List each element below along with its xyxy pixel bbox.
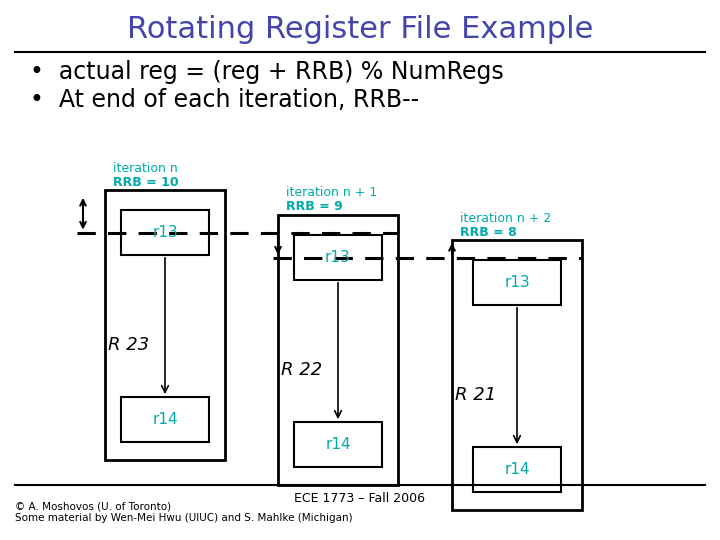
Text: iteration n: iteration n xyxy=(113,161,178,174)
Text: iteration n + 1: iteration n + 1 xyxy=(286,186,377,199)
Text: •  actual reg = (reg + RRB) % NumRegs: • actual reg = (reg + RRB) % NumRegs xyxy=(30,60,504,84)
Text: Rotating Register File Example: Rotating Register File Example xyxy=(127,16,593,44)
Bar xyxy=(294,235,382,280)
Text: •  At end of each iteration, RRB--: • At end of each iteration, RRB-- xyxy=(30,88,419,112)
Text: © A. Moshovos (U. of Toronto)
Some material by Wen-Mei Hwu (UIUC) and S. Mahlke : © A. Moshovos (U. of Toronto) Some mater… xyxy=(15,501,353,523)
Bar xyxy=(452,240,582,510)
Text: R 23: R 23 xyxy=(108,336,149,354)
Bar xyxy=(473,447,561,492)
Text: r14: r14 xyxy=(325,437,351,452)
Text: r13: r13 xyxy=(152,225,178,240)
Bar xyxy=(473,260,561,305)
Bar xyxy=(121,210,209,255)
Text: r14: r14 xyxy=(504,462,530,477)
Text: R 21: R 21 xyxy=(455,386,496,404)
Bar xyxy=(121,397,209,442)
Bar xyxy=(294,422,382,467)
Text: R 22: R 22 xyxy=(281,361,323,379)
Text: ECE 1773 – Fall 2006: ECE 1773 – Fall 2006 xyxy=(294,491,426,504)
Text: RRB = 8: RRB = 8 xyxy=(460,226,517,239)
Bar xyxy=(105,190,225,460)
Text: r13: r13 xyxy=(504,275,530,290)
Text: r13: r13 xyxy=(325,250,351,265)
Text: iteration n + 2: iteration n + 2 xyxy=(460,212,552,225)
Bar xyxy=(278,215,398,485)
Text: RRB = 9: RRB = 9 xyxy=(286,200,343,213)
Text: RRB = 10: RRB = 10 xyxy=(113,176,179,188)
Text: r14: r14 xyxy=(152,412,178,427)
